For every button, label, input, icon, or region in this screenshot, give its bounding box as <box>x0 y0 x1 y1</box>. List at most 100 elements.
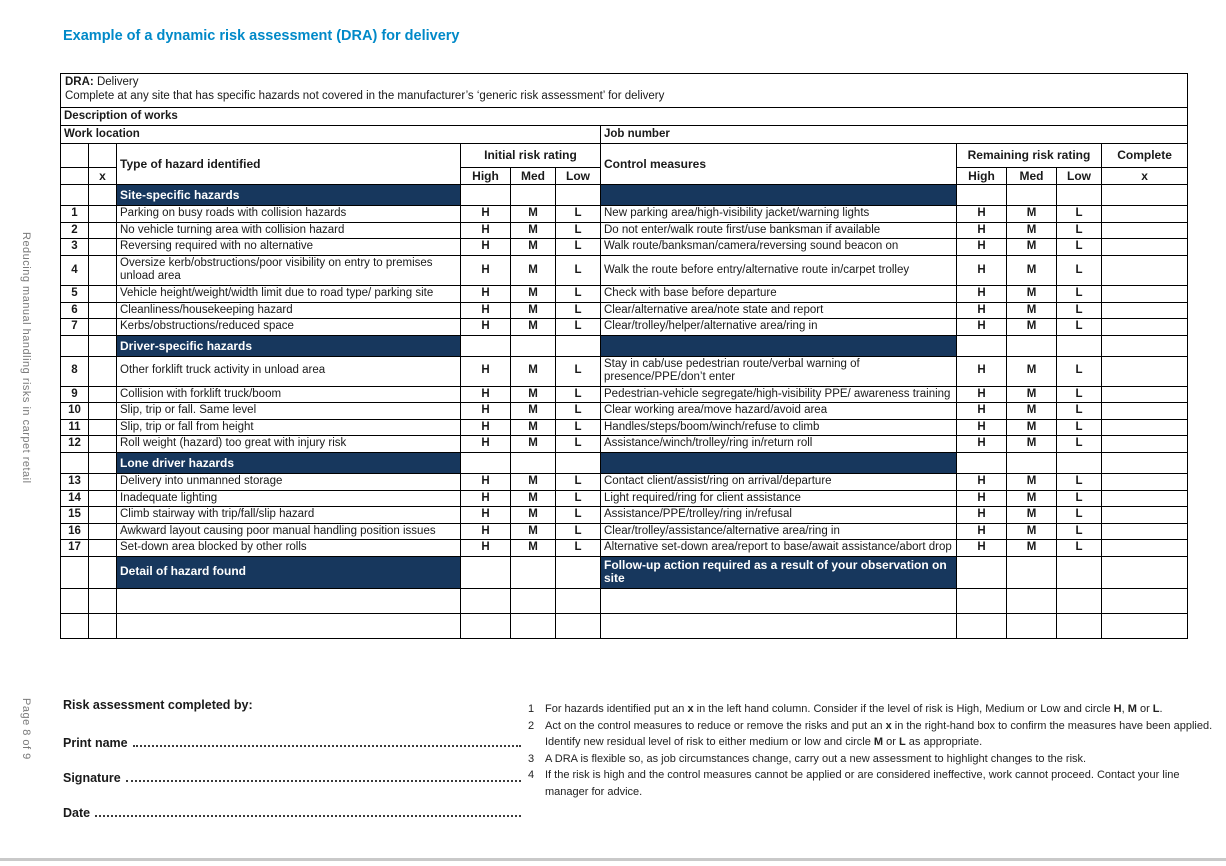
section-initial-med-blank <box>510 452 556 475</box>
initial-rating-low: L <box>555 402 601 420</box>
dra-title-cell: DRA: Delivery Complete at any site that … <box>59 73 1189 108</box>
blank-hazard-cell <box>116 612 461 639</box>
initial-rating-low: L <box>555 539 601 557</box>
control-measures-text: Walk the route before entry/alternative … <box>600 254 957 286</box>
complete-box <box>1100 402 1189 420</box>
remaining-rating-low: L <box>1056 522 1102 541</box>
subheader-complete-x: x <box>1100 166 1189 186</box>
detail-remaining-med-blank <box>1006 555 1057 589</box>
note-bold-term: L <box>1152 703 1160 715</box>
hazard-description: Slip, trip or fall from height <box>116 418 461 437</box>
date-dotted-line <box>95 815 521 817</box>
hazard-x-box <box>88 221 117 240</box>
instruction-note: 2 Act on the control measures to reduce o… <box>528 718 1220 751</box>
section-x-blank <box>88 334 117 357</box>
hazard-number: 4 <box>60 254 89 286</box>
section-control-band <box>600 334 957 357</box>
section-initial-high-blank <box>460 184 511 207</box>
remaining-rating-med: M <box>1006 539 1057 557</box>
section-header-row: Lone driver hazards <box>60 452 1189 475</box>
section-x-blank <box>88 184 117 207</box>
remaining-rating-med: M <box>1006 418 1057 437</box>
control-measures-text: Handles/steps/boom/winch/refuse to climb <box>600 418 957 437</box>
section-remaining-med-blank <box>1006 334 1057 357</box>
control-measures-text: Check with base before departure <box>600 284 957 303</box>
blank-remaining-med-cell <box>1006 587 1057 614</box>
section-complete-blank <box>1100 334 1189 357</box>
hazard-number: 3 <box>60 238 89 256</box>
initial-rating-high: H <box>460 522 511 541</box>
dra-instruction: Complete at any site that has specific h… <box>65 89 665 102</box>
note-text: Act on the control measures to reduce or… <box>545 718 1220 751</box>
hazard-number: 14 <box>60 489 89 508</box>
remaining-rating-low: L <box>1056 318 1102 336</box>
column-subheader-row: x High Med Low High Med Low x <box>60 166 1189 186</box>
remaining-rating-med: M <box>1006 473 1057 491</box>
control-measures-text: Light required/ring for client assistanc… <box>600 489 957 508</box>
job-number-cell: Job number <box>599 125 1189 144</box>
header-control-measures: Control measures <box>600 142 957 186</box>
complete-box <box>1100 284 1189 303</box>
remaining-rating-high: H <box>956 435 1007 454</box>
hazard-row: 13 Delivery into unmanned storage H M L Conta… <box>60 473 1189 491</box>
hazard-description: Vehicle height/weight/width limit due to… <box>116 284 461 303</box>
remaining-rating-med: M <box>1006 301 1057 320</box>
blank-initial-med-cell <box>510 612 556 639</box>
hazard-x-box <box>88 402 117 420</box>
section-initial-low-blank <box>555 334 601 357</box>
control-measures-text: Stay in cab/use pedestrian route/verbal … <box>600 355 957 387</box>
remaining-rating-med: M <box>1006 435 1057 454</box>
section-complete-blank <box>1100 184 1189 207</box>
remaining-rating-low: L <box>1056 238 1102 256</box>
complete-box <box>1100 385 1189 404</box>
hazard-x-box <box>88 489 117 508</box>
remaining-rating-low: L <box>1056 402 1102 420</box>
blank-num-cell <box>60 587 89 614</box>
remaining-rating-low: L <box>1056 355 1102 387</box>
initial-rating-med: M <box>510 355 556 387</box>
remaining-rating-low: L <box>1056 221 1102 240</box>
detail-initial-med-blank <box>510 555 556 589</box>
initial-rating-low: L <box>555 301 601 320</box>
hazard-x-box <box>88 318 117 336</box>
header-complete: Complete <box>1100 143 1189 168</box>
hazard-description: Oversize kerb/obstructions/poor visibili… <box>116 254 461 286</box>
remaining-rating-high: H <box>956 539 1007 557</box>
detail-remaining-low-blank <box>1056 555 1102 589</box>
initial-rating-med: M <box>510 205 556 223</box>
hazard-x-box <box>88 418 117 437</box>
remaining-rating-high: H <box>956 355 1007 387</box>
section-title: Driver-specific hazards <box>116 334 461 357</box>
description-of-works-row: Description of works <box>59 107 1189 126</box>
hazard-x-box <box>88 385 117 404</box>
section-header-row: Driver-specific hazards <box>60 334 1189 357</box>
remaining-rating-med: M <box>1006 205 1057 223</box>
hazard-x-box <box>88 238 117 256</box>
note-bold-term: x <box>687 703 694 715</box>
control-measures-text: New parking area/high-visibility jacket/… <box>600 205 957 223</box>
hazard-number: 17 <box>60 539 89 557</box>
dra-form-table: DRA: Delivery Complete at any site that … <box>59 73 1189 639</box>
section-control-band <box>600 184 957 207</box>
remaining-rating-med: M <box>1006 402 1057 420</box>
remaining-rating-high: H <box>956 506 1007 524</box>
instruction-notes: 1 For hazards identified put an x in the … <box>528 701 1220 800</box>
remaining-rating-med: M <box>1006 318 1057 336</box>
remaining-rating-med: M <box>1006 489 1057 508</box>
initial-rating-med: M <box>510 522 556 541</box>
blank-x-cell <box>88 587 117 614</box>
hazard-number: 6 <box>60 301 89 320</box>
sidebar-document-title: Reducing manual handling risks in carpet… <box>20 232 32 484</box>
initial-rating-low: L <box>555 522 601 541</box>
blank-complete-cell <box>1100 587 1189 614</box>
dra-label: DRA: <box>65 76 94 88</box>
blank-initial-high-cell <box>460 612 511 639</box>
dra-value: Delivery <box>93 76 139 88</box>
hazard-row: 15 Climb stairway with trip/fall/slip haz… <box>60 506 1189 524</box>
remaining-rating-low: L <box>1056 489 1102 508</box>
blank-entry-row <box>60 612 1189 639</box>
initial-rating-low: L <box>555 473 601 491</box>
remaining-rating-high: H <box>956 489 1007 508</box>
hazard-description: Set-down area blocked by other rolls <box>116 539 461 557</box>
